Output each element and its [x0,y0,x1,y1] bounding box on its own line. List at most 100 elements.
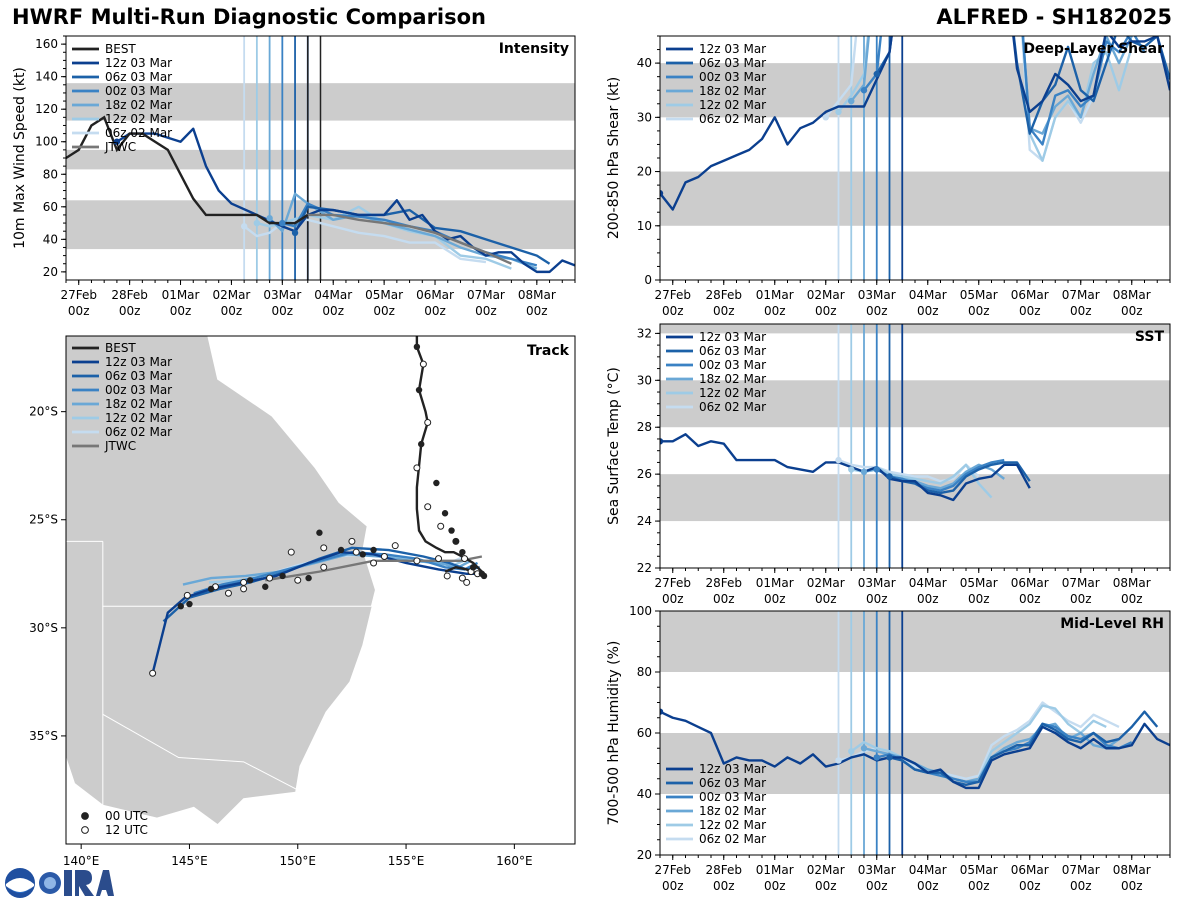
intensity-legend-label: 18z 02 Mar [105,98,172,112]
sst-xtick-label: 00z [662,592,684,606]
shear-xtick-label: 00z [866,304,888,318]
shear-legend-label: 06z 03 Mar [699,56,766,70]
shear-band [660,171,1170,226]
track-point-12utc [352,548,360,556]
track-point-00utc [448,527,455,534]
track-xtick-label: 150°E [280,854,317,868]
track-legend-label: 00z 03 Mar [105,383,172,397]
rh-title: Mid-Level RH [1060,616,1164,632]
sst-plot-area [660,324,1170,568]
track-point-00utc [337,546,345,554]
sst-legend-label: 00z 03 Mar [699,358,766,372]
track-point-00utc [370,546,377,554]
rh-xtick-label: 00z [917,879,939,893]
sst-init-point [848,466,855,473]
track-point-00utc [480,572,488,580]
shear-series-5 [824,36,1108,162]
track-point-12utc [240,578,248,586]
shear-panel: 0 10 20 30 40 27Feb 00z 28Feb 00z 01Mar 00z 02Mar 00… [606,35,1171,318]
track-point-00utc [316,529,323,536]
rh-xtick-label: 07Mar [1062,863,1100,877]
track-point-12utc [437,522,445,530]
track-legend-label: 12z 02 Mar [105,411,172,425]
shear-ytick-label: 40 [637,56,652,70]
shear-xtick-label: 08Mar [1113,288,1151,302]
shear-ytick-label: 10 [637,219,652,233]
rh-legend-label: 12z 03 Mar [699,762,766,776]
sst-init-point [835,456,842,464]
intensity-series-best [66,115,309,225]
intensity-xtick-label: 00z [373,304,395,318]
shear-xtick-label: 00z [815,304,837,318]
rh-xtick-label: 00z [1121,879,1143,893]
sst-xtick-label: 00z [815,592,837,606]
intensity-ytick-label: 40 [43,232,58,246]
track-legend-label: JTWC [104,439,136,453]
track-point-00utc [262,583,269,590]
rh-xtick-label: 08Mar [1113,863,1151,877]
track-marker-label: 00 UTC [105,809,148,823]
track-ytick-label: 30°S [29,621,58,635]
agency-logos [5,868,114,898]
intensity-init-point [279,219,286,227]
track-point-12utc [294,576,302,584]
intensity-xtick-label: 03Mar [263,288,301,302]
intensity-plot-area [66,36,575,280]
shear-ytick-label: 0 [644,273,652,287]
shear-xtick-label: 00z [917,304,939,318]
intensity-ytick-label: 120 [35,102,58,116]
sst-series-2 [876,458,1005,492]
shear-xtick-label: 00z [764,304,786,318]
shear-xtick-label: 05Mar [960,288,998,302]
shear-xtick-label: 27Feb [654,288,691,302]
intensity-xtick-label: 00z [424,304,446,318]
track-point-00utc [186,600,193,608]
rh-xtick-label: 00z [764,879,786,893]
shear-ylabel: 200-850 hPa Shear (kt) [606,77,622,239]
shear-xtick-label: 00z [968,304,990,318]
sst-legend-label: 18z 02 Mar [699,372,766,386]
track-legend-label: 06z 03 Mar [105,369,172,383]
rh-xtick-label: 05Mar [960,863,998,877]
sst-xtick-label: 00z [1019,592,1041,606]
rh-series-1 [889,710,1159,787]
track-point-00utc [441,510,449,517]
track-ytick-label: 25°S [29,513,58,527]
track-legend-label: 06z 02 Mar [105,425,172,439]
storm-title: ALFRED - SH182025 [936,5,1172,29]
sst-xtick-label: 08Mar [1113,576,1151,590]
intensity-xtick-label: 02Mar [212,288,250,302]
rh-xtick-label: 00z [1019,879,1041,893]
track-plot-area [66,336,575,844]
sst-band [660,324,1170,334]
intensity-xtick-label: 00z [221,304,243,318]
rh-init-point [660,708,664,715]
intensity-series-5 [243,218,487,264]
intensity-xtick-label: 07Mar [467,288,505,302]
track-point-12utc [391,542,399,550]
rh-xtick-label: 04Mar [909,863,947,877]
track-xtick-label: 160°E [496,854,533,868]
intensity-init-point [253,219,261,227]
intensity-legend-label: 06z 02 Mar [105,126,172,140]
track-ytick-label: 20°S [29,405,58,419]
state-border [102,541,377,607]
track-title: Track [527,343,570,359]
shear-init-point [835,108,842,116]
track-point-00utc [418,440,425,448]
track-point-12utc [413,464,421,472]
track-ytick-label: 35°S [29,729,58,743]
state-border [102,606,298,791]
track-panel: 140°E 145°E 150°E 155°E 160°E 20°S 25°S 30°S 35°… [29,335,576,868]
australia-landmass [66,336,377,844]
track-legend-label: 12z 03 Mar [105,355,172,369]
track-point-00utc [207,585,215,593]
shear-init-point [848,97,855,105]
sst-title: SST [1135,329,1165,345]
track-marker-label: 12 UTC [105,823,148,837]
sst-init-point [860,468,868,476]
sst-xtick-label: 03Mar [858,576,896,590]
rh-xtick-label: 03Mar [858,863,896,877]
